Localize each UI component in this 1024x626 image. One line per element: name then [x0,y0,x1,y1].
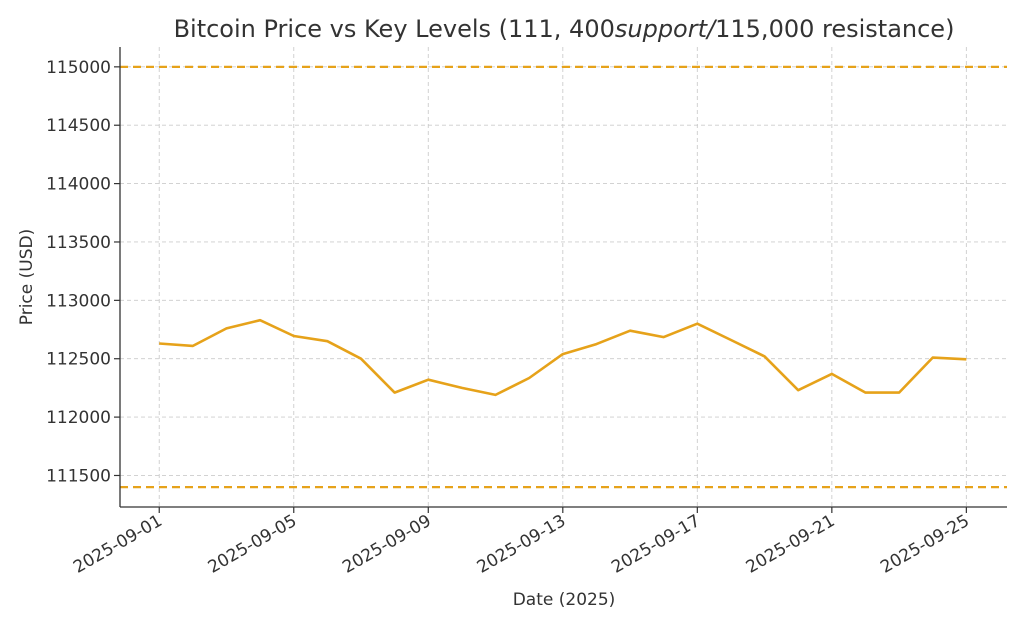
y-tick-label: 113000 [46,291,111,311]
x-axis-label: Date (2025) [513,590,616,610]
grid [120,47,1007,507]
y-tick-label: 111500 [46,466,111,486]
y-tick-label: 112000 [46,408,111,428]
series-layer [159,318,967,397]
chart-title: Bitcoin Price vs Key Levels (111, 400sup… [174,15,955,43]
x-tick-label: 2025-09-09 [339,511,435,578]
axes [119,47,1007,508]
y-axis-ticks: 111500 112000 112500 113000 113500 114000 1145… [46,58,120,486]
y-tick-label: 115000 [46,58,111,78]
price-line [159,318,967,397]
reference-lines [120,65,1007,489]
x-axis-ticks: 2025-09-01 2025-09-05 2025-09-09 2025-09-13… [70,507,973,578]
y-tick-label: 114500 [46,116,111,136]
x-tick-label: 2025-09-05 [205,511,301,578]
title-segment: Bitcoin Price vs Key Levels (111, 400 [174,15,615,43]
title-segment: / [705,15,718,43]
title-segment: 115,000 resistance) [715,15,954,43]
title-segment: support [615,15,709,43]
x-tick-label: 2025-09-21 [743,511,839,578]
x-tick-label: 2025-09-17 [608,511,704,578]
x-tick-label: 2025-09-13 [474,511,570,578]
y-tick-label: 113500 [46,233,111,253]
y-tick-label: 112500 [46,350,111,370]
y-axis-label: Price (USD) [17,229,37,325]
y-tick-label: 114000 [46,175,111,195]
x-tick-label: 2025-09-25 [877,511,973,578]
x-tick-label: 2025-09-01 [70,511,166,578]
